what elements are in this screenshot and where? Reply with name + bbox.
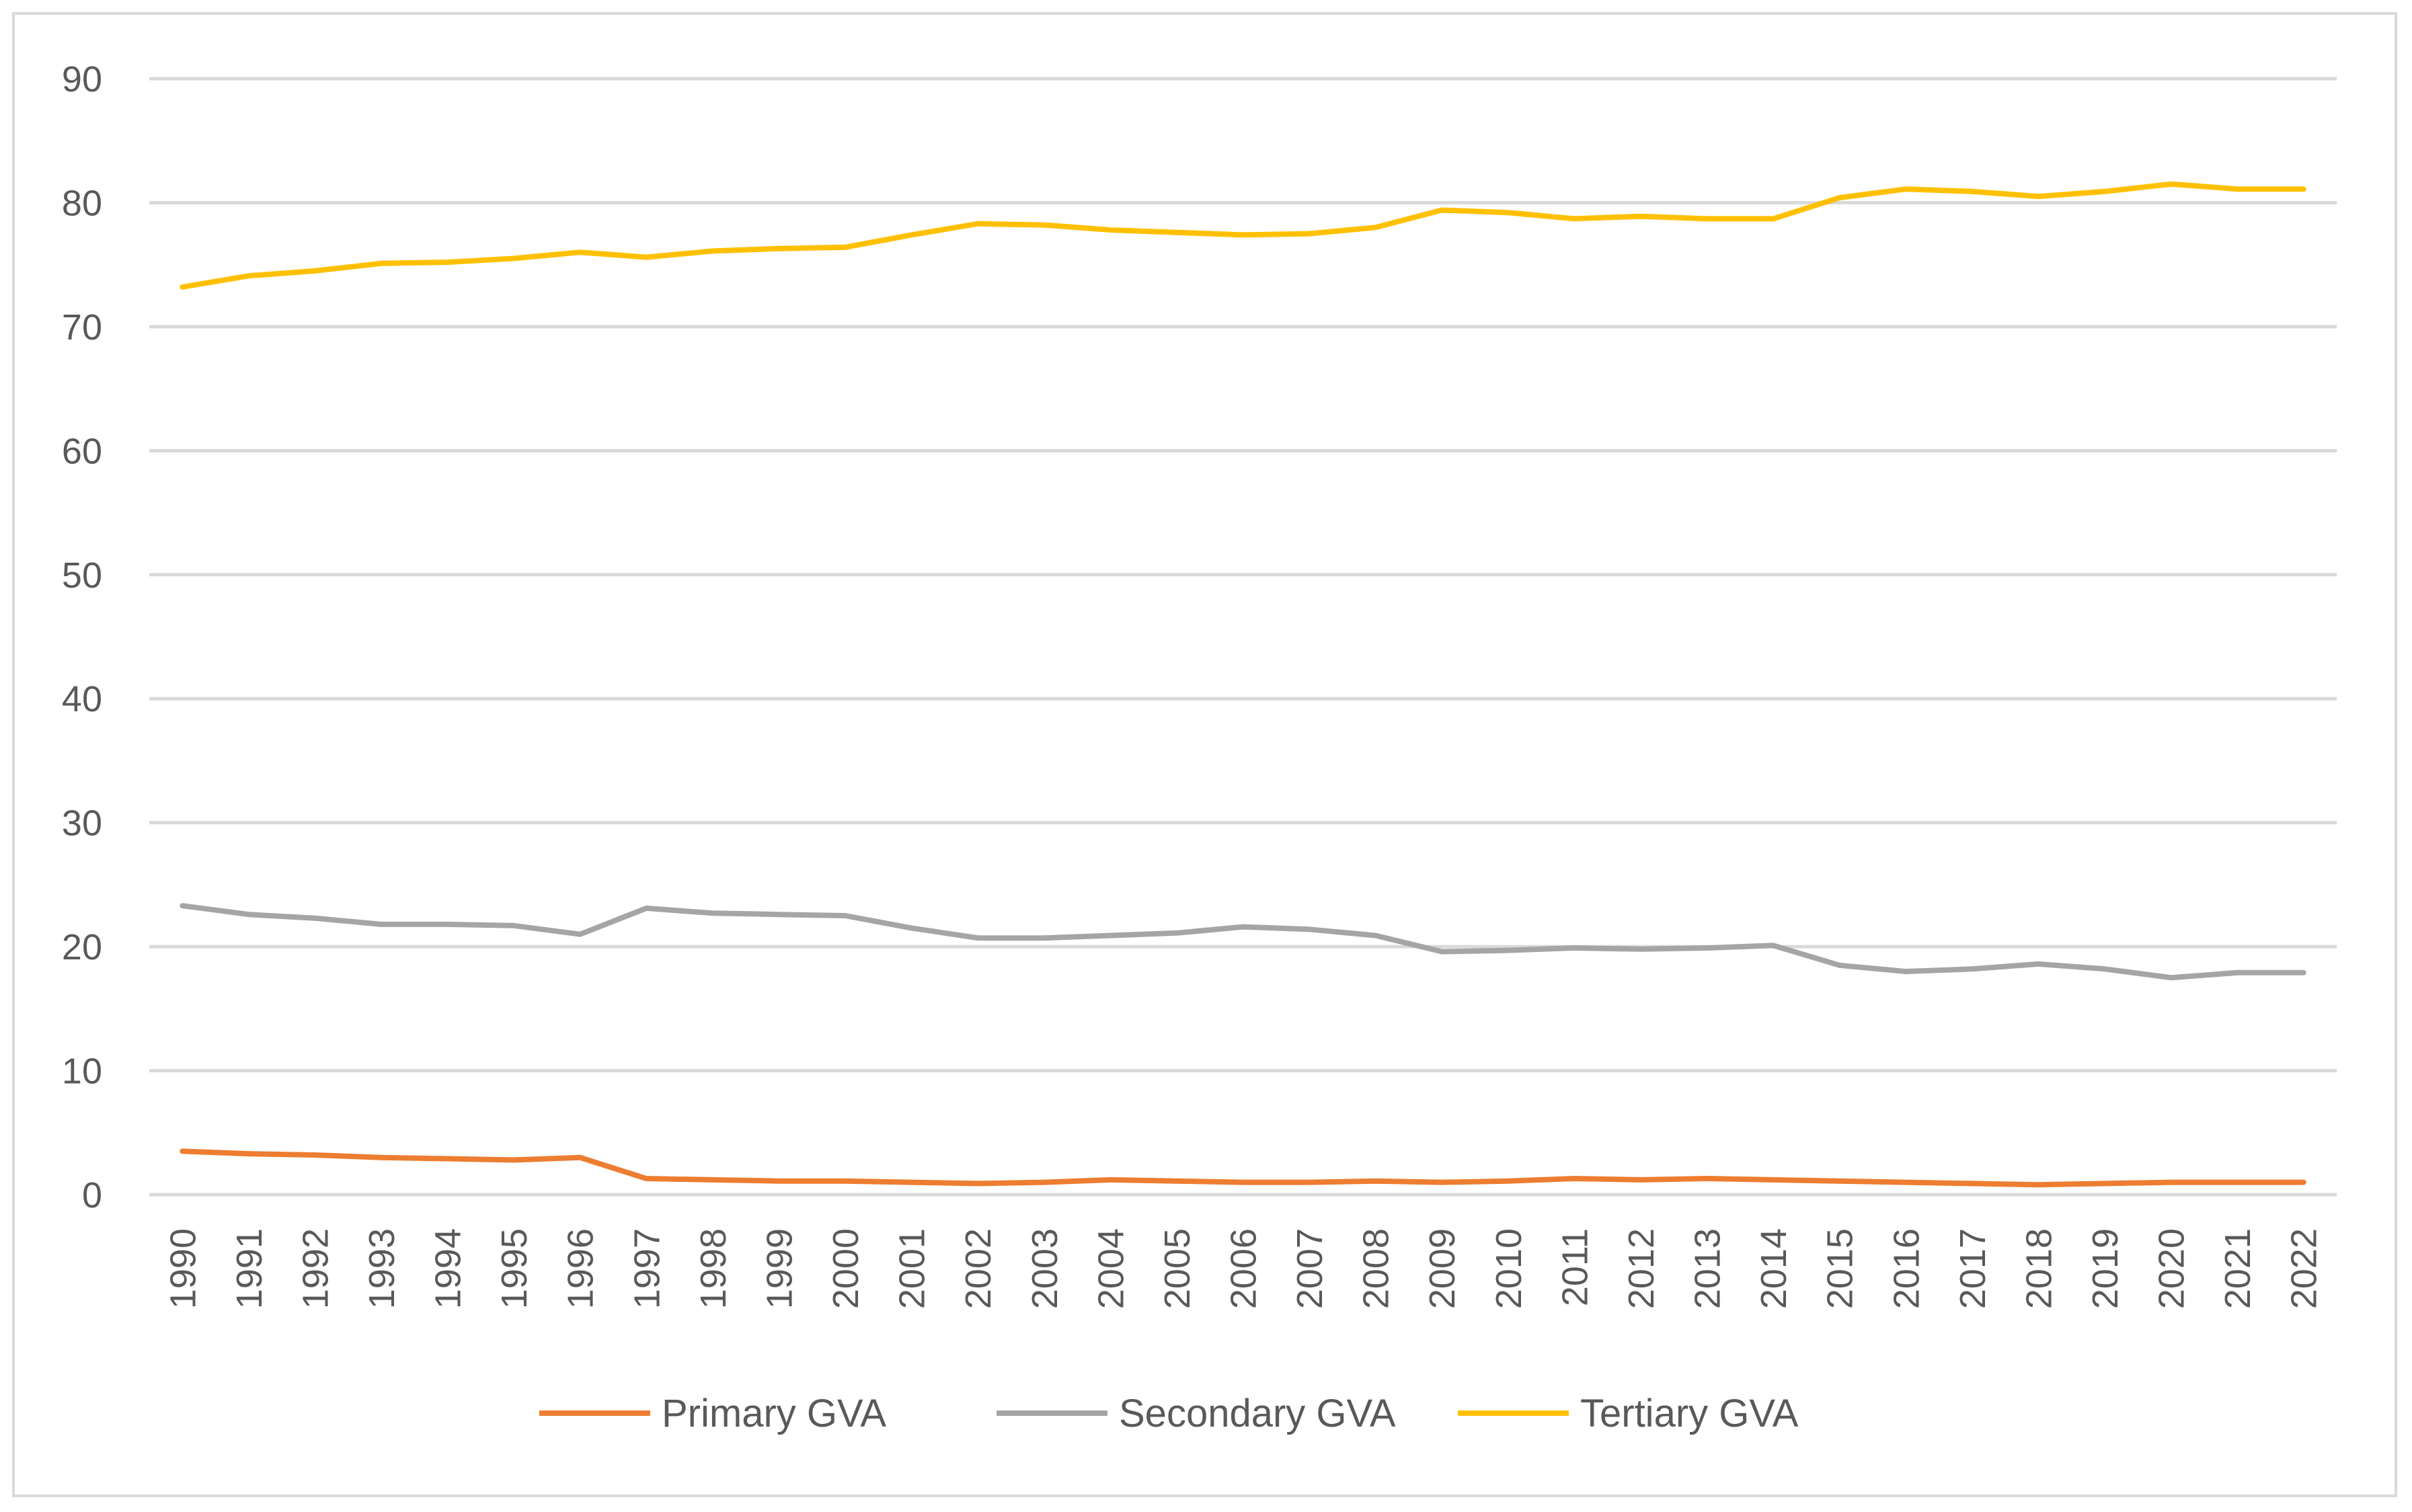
x-tick-label: 2006 [1224,1228,1264,1309]
x-tick-label: 2010 [1489,1228,1529,1309]
x-tick-label: 2004 [1091,1228,1131,1309]
gridlines [149,77,2337,1197]
x-axis-ticks: 1990 1991 1992 1993 1994 1995 1996 1997 1998 1999… [163,1228,2324,1309]
x-tick-label: 1990 [163,1228,203,1309]
x-tick-label: 2000 [826,1228,866,1309]
series-line-secondary-gva [180,903,2306,981]
legend-label: Tertiary GVA [1580,1392,1799,1435]
x-tick-label: 2020 [2152,1228,2192,1309]
y-tick-label: 30 [62,803,102,844]
legend: Primary GVA Secondary GVA Tertiary GVA [539,1392,1799,1435]
x-tick-label: 2021 [2218,1228,2258,1309]
x-tick-label: 1992 [295,1228,336,1309]
x-tick-label: 2008 [1356,1228,1397,1309]
y-tick-label: 70 [62,307,102,348]
y-axis-ticks: 0 10 20 30 40 50 60 70 80 90 [62,59,102,1216]
series-lines [180,181,2306,1188]
x-tick-label: 2001 [892,1228,933,1309]
x-tick-label: 1996 [561,1228,601,1309]
y-tick-label: 90 [62,59,102,100]
x-tick-label: 2014 [1754,1228,1794,1309]
x-tick-label: 2017 [1953,1228,1993,1309]
y-tick-label: 40 [62,679,102,719]
x-tick-label: 2016 [1886,1228,1927,1309]
x-tick-label: 1991 [229,1228,270,1309]
x-tick-label: 2013 [1688,1228,1728,1309]
y-tick-label: 60 [62,431,102,471]
x-tick-label: 1994 [428,1228,469,1309]
x-tick-label: 2005 [1157,1228,1198,1309]
x-tick-label: 2002 [958,1228,999,1309]
x-tick-label: 2003 [1025,1228,1065,1309]
x-tick-label: 2018 [2019,1228,2059,1309]
x-tick-label: 2011 [1555,1228,1595,1306]
y-tick-label: 80 [62,183,102,223]
x-tick-label: 1997 [627,1228,667,1309]
y-tick-label: 0 [82,1175,102,1216]
x-tick-label: 2015 [1820,1228,1861,1309]
x-tick-label: 1993 [362,1228,402,1309]
x-tick-label: 1999 [759,1228,800,1309]
x-tick-label: 2022 [2284,1228,2325,1309]
legend-label: Primary GVA [662,1392,886,1435]
y-tick-label: 50 [62,555,102,596]
x-tick-label: 2019 [2085,1228,2126,1309]
y-tick-label: 20 [62,927,102,967]
x-tick-label: 1998 [693,1228,734,1309]
chart-frame [12,12,2397,1497]
x-tick-label: 2007 [1290,1228,1330,1309]
legend-label: Secondary GVA [1119,1392,1396,1435]
x-tick-label: 1995 [494,1228,535,1309]
x-tick-label: 2009 [1422,1228,1463,1309]
series-line-tertiary-gva [180,181,2306,290]
series-line-primary-gva [180,1148,2306,1188]
y-tick-label: 10 [62,1051,102,1092]
x-tick-label: 2012 [1621,1228,1662,1309]
